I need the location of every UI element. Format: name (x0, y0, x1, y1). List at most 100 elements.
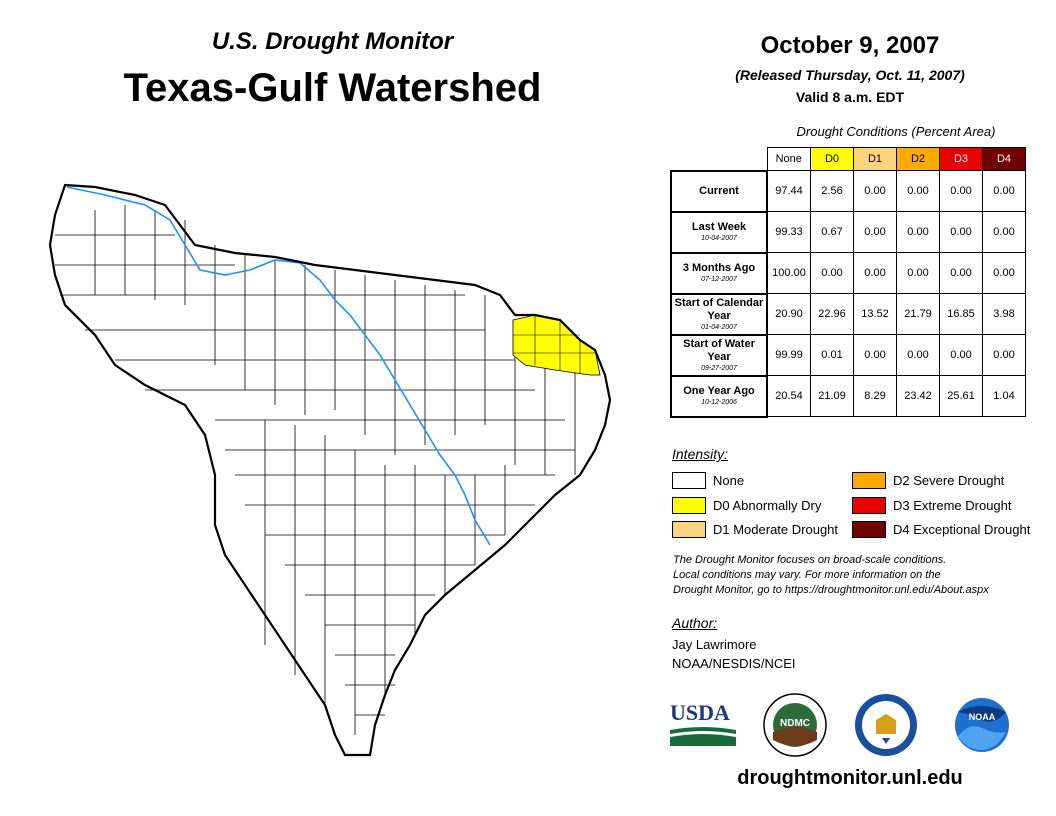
author-org: NOAA/NESDIS/NCEI (672, 656, 796, 671)
cell: 13.52 (853, 293, 897, 335)
cell: 8.29 (853, 375, 897, 417)
cell: 0.00 (853, 211, 897, 253)
author-name: Jay Lawrimore (672, 637, 757, 652)
row-label: Start of Calendar Year 01-04-2007 (670, 292, 768, 336)
legend-item-d0: D0 Abnormally Dry (672, 497, 821, 514)
row-label: Current (670, 169, 768, 213)
usda-logo: USDA (670, 700, 738, 750)
cell: 22.96 (810, 293, 854, 335)
table-row: Current 97.44 2.56 0.00 0.00 0.00 0.00 (670, 169, 1026, 213)
county-grid (55, 205, 576, 735)
cell: 100.00 (766, 252, 811, 294)
cell: 0.00 (982, 252, 1026, 294)
legend-swatch (852, 472, 886, 489)
cell: 1.04 (982, 375, 1026, 417)
author-label: Author: (672, 615, 718, 631)
row-label: One Year Ago 10-12-2006 (670, 374, 768, 418)
cell: 0.00 (896, 334, 940, 376)
col-header-d1: D1 (853, 147, 897, 171)
legend-label: D2 Severe Drought (893, 473, 1005, 488)
legend-label: D1 Moderate Drought (713, 522, 839, 537)
legend-item-d2: D2 Severe Drought (852, 472, 1004, 489)
cell: 3.98 (982, 293, 1026, 335)
cell: 20.90 (766, 293, 811, 335)
table-row: Start of Calendar Year 01-04-2007 20.90 2… (670, 292, 1026, 336)
col-header-d3: D3 (939, 147, 983, 171)
cell: 16.85 (939, 293, 983, 335)
cell: 0.00 (896, 170, 940, 212)
river (66, 186, 491, 546)
legend-label: D4 Exceptional Drought (893, 522, 1031, 537)
cell: 0.67 (810, 211, 854, 253)
legend-item-d4: D4 Exceptional Drought (852, 521, 1030, 538)
legend-label: D0 Abnormally Dry (713, 498, 822, 513)
table-row: 3 Months Ago 07-12-2007 100.00 0.00 0.00 … (670, 251, 1026, 295)
cell: 0.00 (853, 334, 897, 376)
table-row: Last Week 10-04-2007 99.33 0.67 0.00 0.00… (670, 210, 1026, 254)
legend-label: None (713, 473, 745, 488)
map-date: October 9, 2007 (760, 32, 940, 59)
cell: 23.42 (896, 375, 940, 417)
legend-swatch (672, 497, 706, 514)
cell: 97.44 (766, 170, 811, 212)
map-title: Texas-Gulf Watershed (123, 66, 542, 110)
ndmc-logo: NDMC (763, 693, 827, 757)
cell: 0.00 (896, 211, 940, 253)
row-label: Start of Water Year 09-27-2007 (670, 333, 768, 377)
legend-item-d3: D3 Extreme Drought (852, 497, 1012, 514)
release-date: (Released Thursday, Oct. 11, 2007) (735, 67, 965, 83)
table-corner (671, 147, 767, 172)
cell: 2.56 (810, 170, 854, 212)
cell: 0.00 (896, 252, 940, 294)
disclaimer: The Drought Monitor focuses on broad-sca… (673, 553, 1043, 598)
cell: 21.09 (810, 375, 854, 417)
legend-swatch (672, 472, 706, 489)
row-label: 3 Months Ago 07-12-2007 (670, 251, 768, 295)
legend-label: D3 Extreme Drought (893, 498, 1012, 513)
cell: 99.99 (766, 334, 811, 376)
cell: 21.79 (896, 293, 940, 335)
cell: 0.00 (853, 170, 897, 212)
watershed-map (48, 183, 612, 757)
table-header-row: None D0 D1 D2 D3 D4 (671, 147, 1026, 172)
disclaimer-line: Drought Monitor, go to https://droughtmo… (673, 584, 989, 596)
footer-url[interactable]: droughtmonitor.unl.edu (737, 767, 963, 789)
doc-seal-logo (855, 694, 917, 756)
svg-text:NOAA: NOAA (969, 712, 996, 722)
row-label: Last Week 10-04-2007 (670, 210, 768, 254)
legend-swatch (672, 521, 706, 538)
cell: 0.00 (939, 211, 983, 253)
watershed-boundary (48, 183, 612, 757)
map-subtitle: U.S. Drought Monitor (211, 28, 454, 55)
cell: 0.00 (939, 334, 983, 376)
legend-title: Intensity: (672, 446, 729, 462)
cell: 20.54 (766, 375, 811, 417)
cell: 0.00 (853, 252, 897, 294)
legend-item-d1: D1 Moderate Drought (672, 521, 838, 538)
cell: 0.00 (939, 252, 983, 294)
legend-swatch (852, 521, 886, 538)
cell: 99.33 (766, 211, 811, 253)
table-row: One Year Ago 10-12-2006 20.54 21.09 8.29 … (670, 374, 1026, 418)
cell: 0.00 (982, 211, 1026, 253)
disclaimer-line: The Drought Monitor focuses on broad-sca… (673, 554, 947, 566)
cell: 0.01 (810, 334, 854, 376)
noaa-logo: NOAA (951, 694, 1013, 756)
cell: 0.00 (939, 170, 983, 212)
valid-time: Valid 8 a.m. EDT (795, 89, 905, 105)
svg-text:NDMC: NDMC (780, 718, 810, 729)
table-row: Start of Water Year 09-27-2007 99.99 0.01… (670, 333, 1026, 377)
cell: 0.00 (982, 170, 1026, 212)
col-header-d4: D4 (982, 147, 1026, 171)
cell: 0.00 (982, 334, 1026, 376)
col-header-d2: D2 (896, 147, 940, 171)
legend-item-none: None (672, 472, 744, 489)
col-header-d0: D0 (810, 147, 854, 171)
legend-swatch (852, 497, 886, 514)
col-header-none: None (766, 147, 811, 171)
disclaimer-line: Local conditions may vary. For more info… (673, 569, 941, 581)
cell: 0.00 (810, 252, 854, 294)
cell: 25.61 (939, 375, 983, 417)
table-title: Drought Conditions (Percent Area) (796, 124, 996, 139)
drought-stats-table: None D0 D1 D2 D3 D4 Current 97.44 2.56 0… (670, 147, 1026, 418)
